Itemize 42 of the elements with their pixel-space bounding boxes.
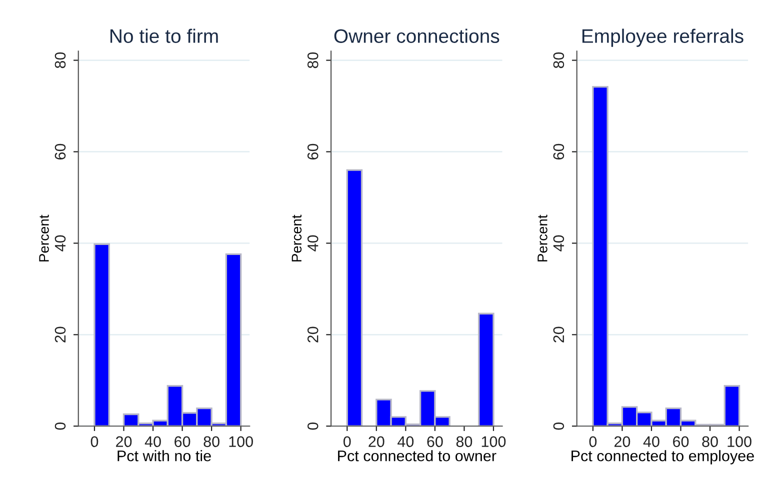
x-tick-label: 80 (456, 436, 472, 448)
y-tick-label: 0 (553, 422, 564, 430)
y-tick-label: 80 (54, 52, 66, 68)
x-axis-title: Pct with no tie (118, 450, 211, 462)
y-tick-label: 20 (553, 326, 564, 342)
y-tick-label: 80 (553, 52, 564, 68)
x-tick-label: 100 (229, 436, 253, 448)
x-axis-title: Pct connected to employee (572, 450, 754, 464)
y-tick-label: 20 (307, 326, 318, 342)
x-tick-label: 0 (90, 436, 98, 448)
chart-title: No tie to firm (110, 28, 218, 43)
x-tick-label: 20 (368, 436, 384, 448)
x-tick-label: 100 (728, 436, 752, 448)
x-tick-label: 80 (702, 436, 718, 448)
y-axis-title: Percent (538, 214, 548, 262)
y-tick-label: 0 (307, 422, 318, 430)
x-tick-label: 100 (482, 436, 506, 448)
x-tick-label: 60 (427, 436, 443, 448)
x-tick-label: 0 (589, 436, 597, 448)
y-tick-label: 60 (307, 144, 318, 160)
y-tick-label: 40 (307, 235, 318, 252)
y-tick-label: 0 (54, 422, 66, 430)
y-tick-label: 80 (307, 52, 318, 68)
x-tick-label: 80 (204, 436, 220, 448)
y-tick-label: 60 (553, 144, 564, 160)
x-axis-title: Pct connected to owner (338, 450, 496, 462)
x-tick-label: 40 (398, 436, 414, 448)
x-tick-label: 60 (673, 436, 689, 448)
y-tick-label: 40 (54, 235, 66, 252)
y-axis-title: Percent (39, 214, 49, 262)
x-tick-label: 40 (144, 436, 161, 448)
x-tick-label: 20 (614, 436, 630, 448)
y-axis-title: Percent (292, 214, 302, 262)
x-tick-label: 20 (116, 436, 132, 448)
x-tick-label: 0 (343, 436, 351, 448)
y-tick-label: 20 (54, 326, 66, 342)
y-tick-label: 40 (553, 235, 564, 252)
chart-title: Owner connections (334, 28, 500, 43)
y-tick-label: 60 (54, 144, 66, 160)
chart-title: Employee referrals (582, 28, 744, 47)
x-tick-label: 60 (174, 436, 190, 448)
x-tick-label: 40 (643, 436, 660, 448)
